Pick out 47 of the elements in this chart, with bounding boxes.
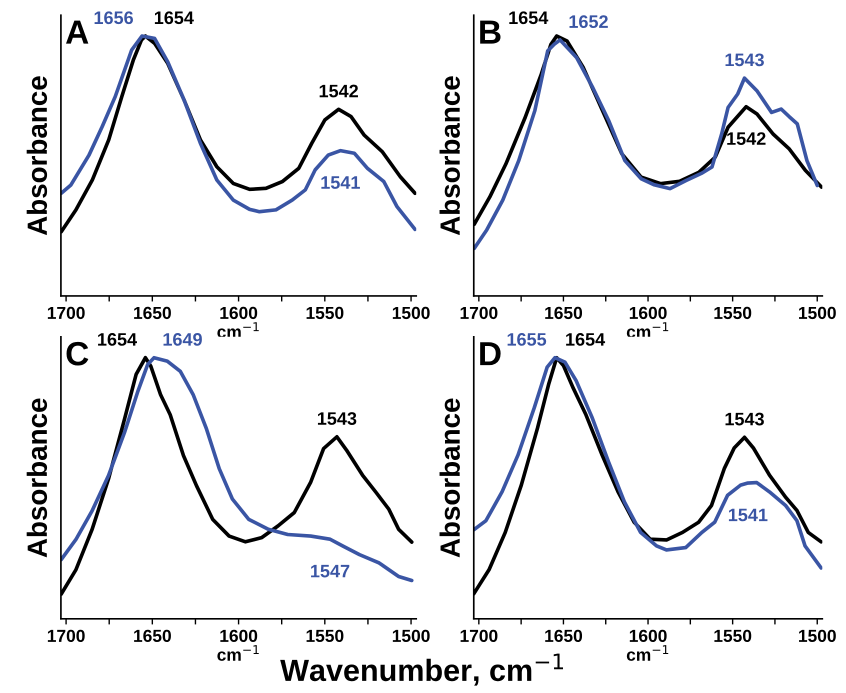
chart-title: A bbox=[66, 20, 88, 44]
annotation: 1541 bbox=[321, 176, 360, 189]
annotation: 1655 bbox=[508, 333, 546, 346]
x-tick-label: 1700 bbox=[460, 306, 498, 320]
annotation: 1652 bbox=[570, 15, 608, 28]
annotation: 1654 bbox=[98, 333, 138, 346]
x-tick-label: 1600 bbox=[220, 306, 258, 320]
x-tick-label: 1600 bbox=[630, 306, 667, 320]
annotation: 1543 bbox=[318, 412, 356, 425]
annotation: 1656 bbox=[94, 11, 133, 24]
text: Wavenumber, cm$^{−1}$ bbox=[280, 654, 564, 686]
annotation: 1542 bbox=[320, 84, 358, 98]
x-tick-label: 1550 bbox=[306, 630, 344, 642]
x-tick-label: 1650 bbox=[545, 630, 582, 642]
x-tick-label: 1550 bbox=[714, 630, 752, 642]
x-axis-title: cm$^{−1}$ bbox=[217, 645, 259, 661]
annotation: 1543 bbox=[726, 53, 764, 66]
x-tick-label: 1500 bbox=[392, 630, 430, 642]
chart-title: C bbox=[66, 342, 88, 366]
annotation: 1654 bbox=[566, 333, 606, 346]
y-axis-title: Absorbance bbox=[26, 76, 48, 236]
x-tick-label: 1700 bbox=[48, 630, 85, 642]
x-tick-label: 1700 bbox=[48, 306, 85, 320]
annotation: 1649 bbox=[164, 333, 202, 346]
x-tick-label: 1500 bbox=[799, 306, 836, 320]
y-axis-title: Absorbance bbox=[440, 76, 460, 236]
x-tick-label: 1650 bbox=[134, 630, 171, 642]
y-axis-title: Absorbance bbox=[26, 398, 48, 558]
annotation: 1542 bbox=[727, 132, 766, 145]
x-tick-label: 1700 bbox=[460, 630, 498, 642]
x-tick-label: 1600 bbox=[220, 630, 258, 642]
x-axis-title: cm$^{−1}$ bbox=[626, 645, 668, 661]
annotation: 1654 bbox=[154, 11, 194, 24]
x-tick-label: 1600 bbox=[630, 630, 667, 642]
annotation: 1654 bbox=[509, 11, 548, 24]
y-axis-title: Absorbance bbox=[440, 398, 460, 558]
annotation: 1541 bbox=[728, 508, 768, 522]
x-tick-label: 1650 bbox=[134, 306, 171, 320]
x-tick-label: 1500 bbox=[392, 306, 430, 320]
chart-title: D bbox=[480, 342, 501, 366]
chart-title: B bbox=[480, 20, 500, 44]
annotation: 1547 bbox=[311, 564, 350, 578]
annotation: 1543 bbox=[726, 412, 764, 426]
x-tick-label: 1550 bbox=[306, 306, 344, 320]
x-tick-label: 1500 bbox=[799, 630, 836, 642]
x-tick-label: 1650 bbox=[545, 306, 582, 320]
x-tick-label: 1550 bbox=[714, 306, 752, 320]
